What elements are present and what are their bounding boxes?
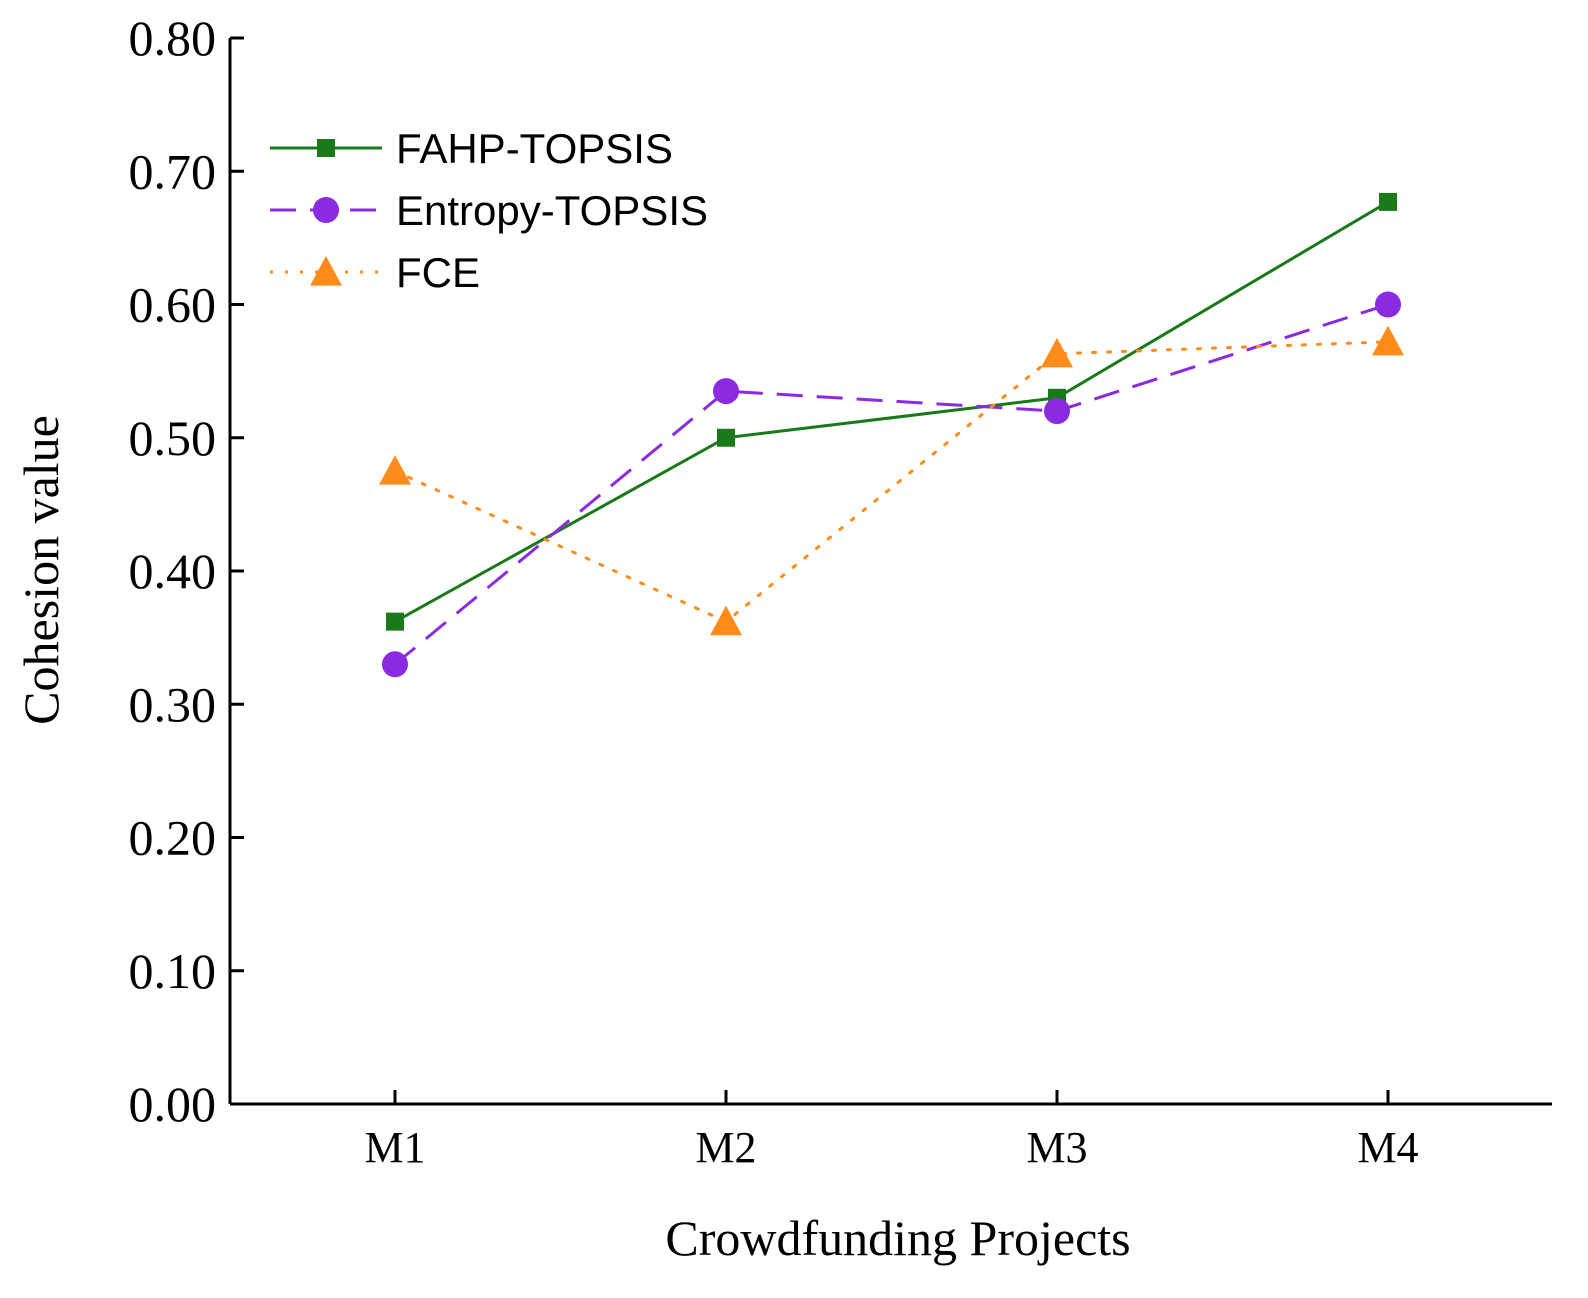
- series-line: [393, 340, 1390, 624]
- series-fce: [379, 325, 1404, 636]
- data-point-circle: [1375, 291, 1401, 318]
- legend-item: Entropy-TOPSIS: [270, 187, 708, 234]
- data-point-square: [717, 428, 735, 447]
- x-axis-title: Crowdfunding Projects: [665, 1210, 1130, 1266]
- y-tick-label: 0.60: [129, 277, 217, 333]
- data-point-triangle: [1372, 325, 1404, 356]
- data-point-triangle: [379, 455, 411, 485]
- legend: FAHP-TOPSIS Entropy-TOPSIS FCE: [270, 125, 708, 296]
- x-tick-label: M1: [364, 1123, 425, 1172]
- data-point-triangle: [710, 605, 742, 636]
- data-point-square: [1379, 192, 1397, 211]
- data-point-circle: [382, 651, 408, 678]
- series-entropy-topsis: [382, 291, 1401, 678]
- legend-item: FAHP-TOPSIS: [270, 125, 673, 172]
- legend-label: FCE: [396, 249, 480, 296]
- data-point-circle: [713, 378, 739, 405]
- data-point-circle: [1044, 398, 1070, 425]
- x-tick-label: M4: [1357, 1123, 1418, 1172]
- x-tick-label: M2: [695, 1123, 756, 1172]
- data-point-triangle: [1041, 337, 1073, 368]
- series-line: [394, 200, 1389, 623]
- y-tick-label: 0.00: [129, 1076, 217, 1132]
- series-fahp-topsis: [386, 192, 1397, 631]
- y-tick-label: 0.80: [129, 10, 217, 66]
- y-tick-label: 0.20: [129, 810, 217, 866]
- legend-marker-circle: [313, 197, 339, 223]
- y-tick-label: 0.50: [129, 410, 217, 466]
- legend-label: Entropy-TOPSIS: [396, 187, 708, 234]
- data-point-square: [386, 612, 404, 631]
- legend-marker-square: [317, 139, 335, 157]
- y-tick-label: 0.10: [129, 943, 217, 999]
- series-group: [379, 192, 1404, 678]
- y-tick-label: 0.30: [129, 676, 217, 732]
- legend-label: FAHP-TOPSIS: [396, 125, 673, 172]
- y-axis-title: Cohesion value: [13, 415, 69, 725]
- series-line: [394, 303, 1389, 666]
- y-axis-ticks: 0.00 0.10 0.20 0.30 0.40 0.50 0.60 0.70 0.80: [129, 10, 244, 1132]
- legend-item: FCE: [270, 249, 480, 296]
- y-tick-label: 0.70: [129, 143, 217, 199]
- legend-marker-triangle: [310, 256, 342, 286]
- y-tick-label: 0.40: [129, 543, 217, 599]
- x-tick-label: M3: [1026, 1123, 1087, 1172]
- x-axis-ticks: M1 M2 M3 M4: [364, 1090, 1419, 1172]
